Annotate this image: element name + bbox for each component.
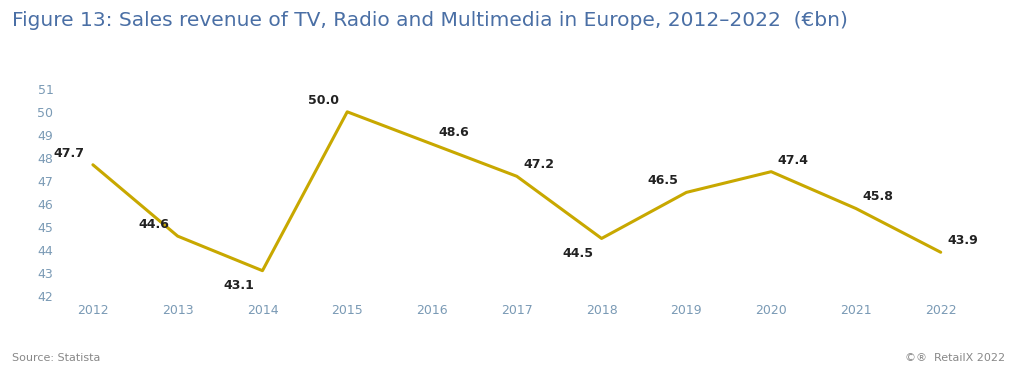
Text: 47.4: 47.4	[778, 154, 809, 166]
Text: ©®  RetailX 2022: ©® RetailX 2022	[905, 353, 1005, 363]
Text: 47.7: 47.7	[54, 147, 84, 160]
Text: 50.0: 50.0	[308, 94, 339, 107]
Text: 48.6: 48.6	[438, 126, 470, 139]
Text: 45.8: 45.8	[862, 191, 894, 204]
Text: Figure 13: Sales revenue of TV, Radio and Multimedia in Europe, 2012–2022  (€bn): Figure 13: Sales revenue of TV, Radio an…	[12, 11, 848, 30]
Text: 43.1: 43.1	[223, 279, 254, 292]
Text: 47.2: 47.2	[524, 158, 554, 171]
Text: 43.9: 43.9	[948, 234, 978, 247]
Text: 44.5: 44.5	[562, 246, 593, 259]
Text: Source: Statista: Source: Statista	[12, 353, 101, 363]
Text: 44.6: 44.6	[138, 218, 169, 231]
Text: 46.5: 46.5	[647, 174, 678, 187]
